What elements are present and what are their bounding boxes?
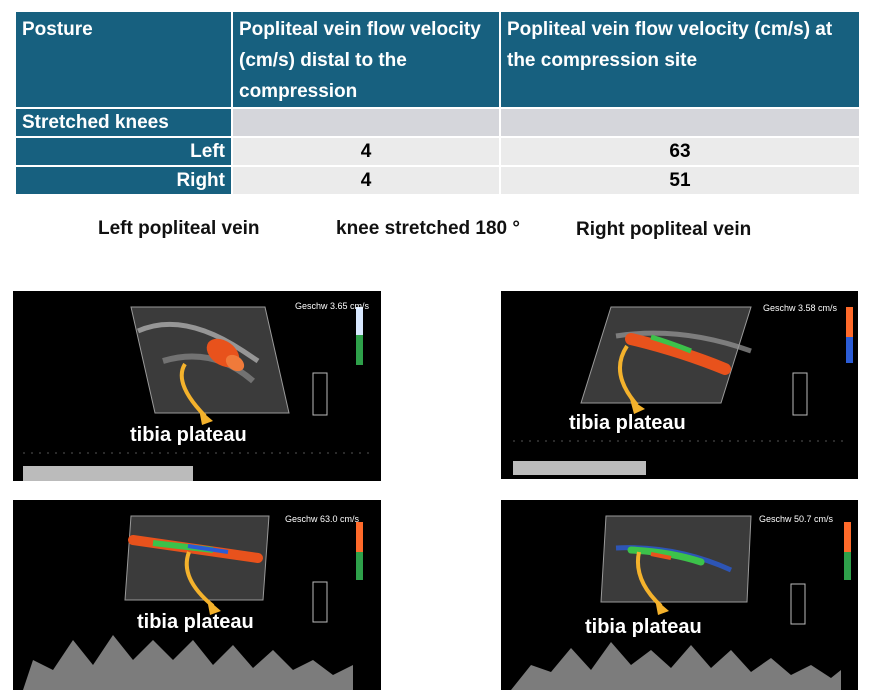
velocity-readout: Geschw 63.0 cm/s bbox=[285, 514, 360, 524]
row-distal-value: 4 bbox=[231, 136, 501, 167]
annotation-tibia-plateau: tibia plateau bbox=[569, 412, 686, 434]
annotation-tibia-plateau: tibia plateau bbox=[585, 616, 702, 638]
velocity-table: Posture Popliteal vein flow velocity (cm… bbox=[14, 10, 861, 196]
header-distal-velocity: Popliteal vein flow velocity (cm/s) dist… bbox=[231, 10, 501, 109]
row-distal-value: 4 bbox=[231, 165, 501, 196]
caption-knee-angle: knee stretched 180 ° bbox=[336, 218, 520, 239]
header-site-velocity: Popliteal vein flow velocity (cm/s) at t… bbox=[499, 10, 861, 109]
velocity-readout: Geschw 3.58 cm/s bbox=[763, 303, 838, 313]
ultrasound-panel-left-distal: Geschw 3.65 cm/s tibia plateau bbox=[13, 291, 381, 481]
velocity-readout: Geschw 3.65 cm/s bbox=[295, 301, 370, 311]
group-label: Stretched knees bbox=[14, 107, 233, 138]
ultrasound-panel-left-site: Geschw 63.0 cm/s tibia plateau bbox=[13, 500, 381, 690]
group-empty-cell bbox=[231, 107, 501, 138]
ultrasound-image bbox=[511, 515, 851, 690]
ultrasound-image bbox=[23, 515, 363, 690]
row-site-value: 51 bbox=[499, 165, 861, 196]
ultrasound-image bbox=[23, 306, 373, 481]
group-empty-cell bbox=[499, 107, 861, 138]
velocity-readout: Geschw 50.7 cm/s bbox=[759, 514, 834, 524]
row-site-value: 63 bbox=[499, 136, 861, 167]
table-row: Right 4 51 bbox=[14, 165, 861, 196]
ultrasound-panel-right-site: Geschw 50.7 cm/s tibia plateau bbox=[501, 500, 858, 690]
caption-left-vein: Left popliteal vein bbox=[98, 218, 260, 239]
caption-right-vein: Right popliteal vein bbox=[576, 219, 752, 240]
ultrasound-image bbox=[513, 306, 853, 475]
header-posture: Posture bbox=[14, 10, 233, 109]
table-group-row: Stretched knees bbox=[14, 107, 861, 138]
annotation-tibia-plateau: tibia plateau bbox=[137, 611, 254, 633]
table-row: Left 4 63 bbox=[14, 136, 861, 167]
annotation-tibia-plateau: tibia plateau bbox=[130, 424, 247, 446]
row-side-label: Left bbox=[14, 136, 233, 167]
row-side-label: Right bbox=[14, 165, 233, 196]
ultrasound-panel-right-distal: Geschw 3.58 cm/s tibia plateau bbox=[501, 291, 858, 479]
table-header-row: Posture Popliteal vein flow velocity (cm… bbox=[14, 10, 861, 109]
